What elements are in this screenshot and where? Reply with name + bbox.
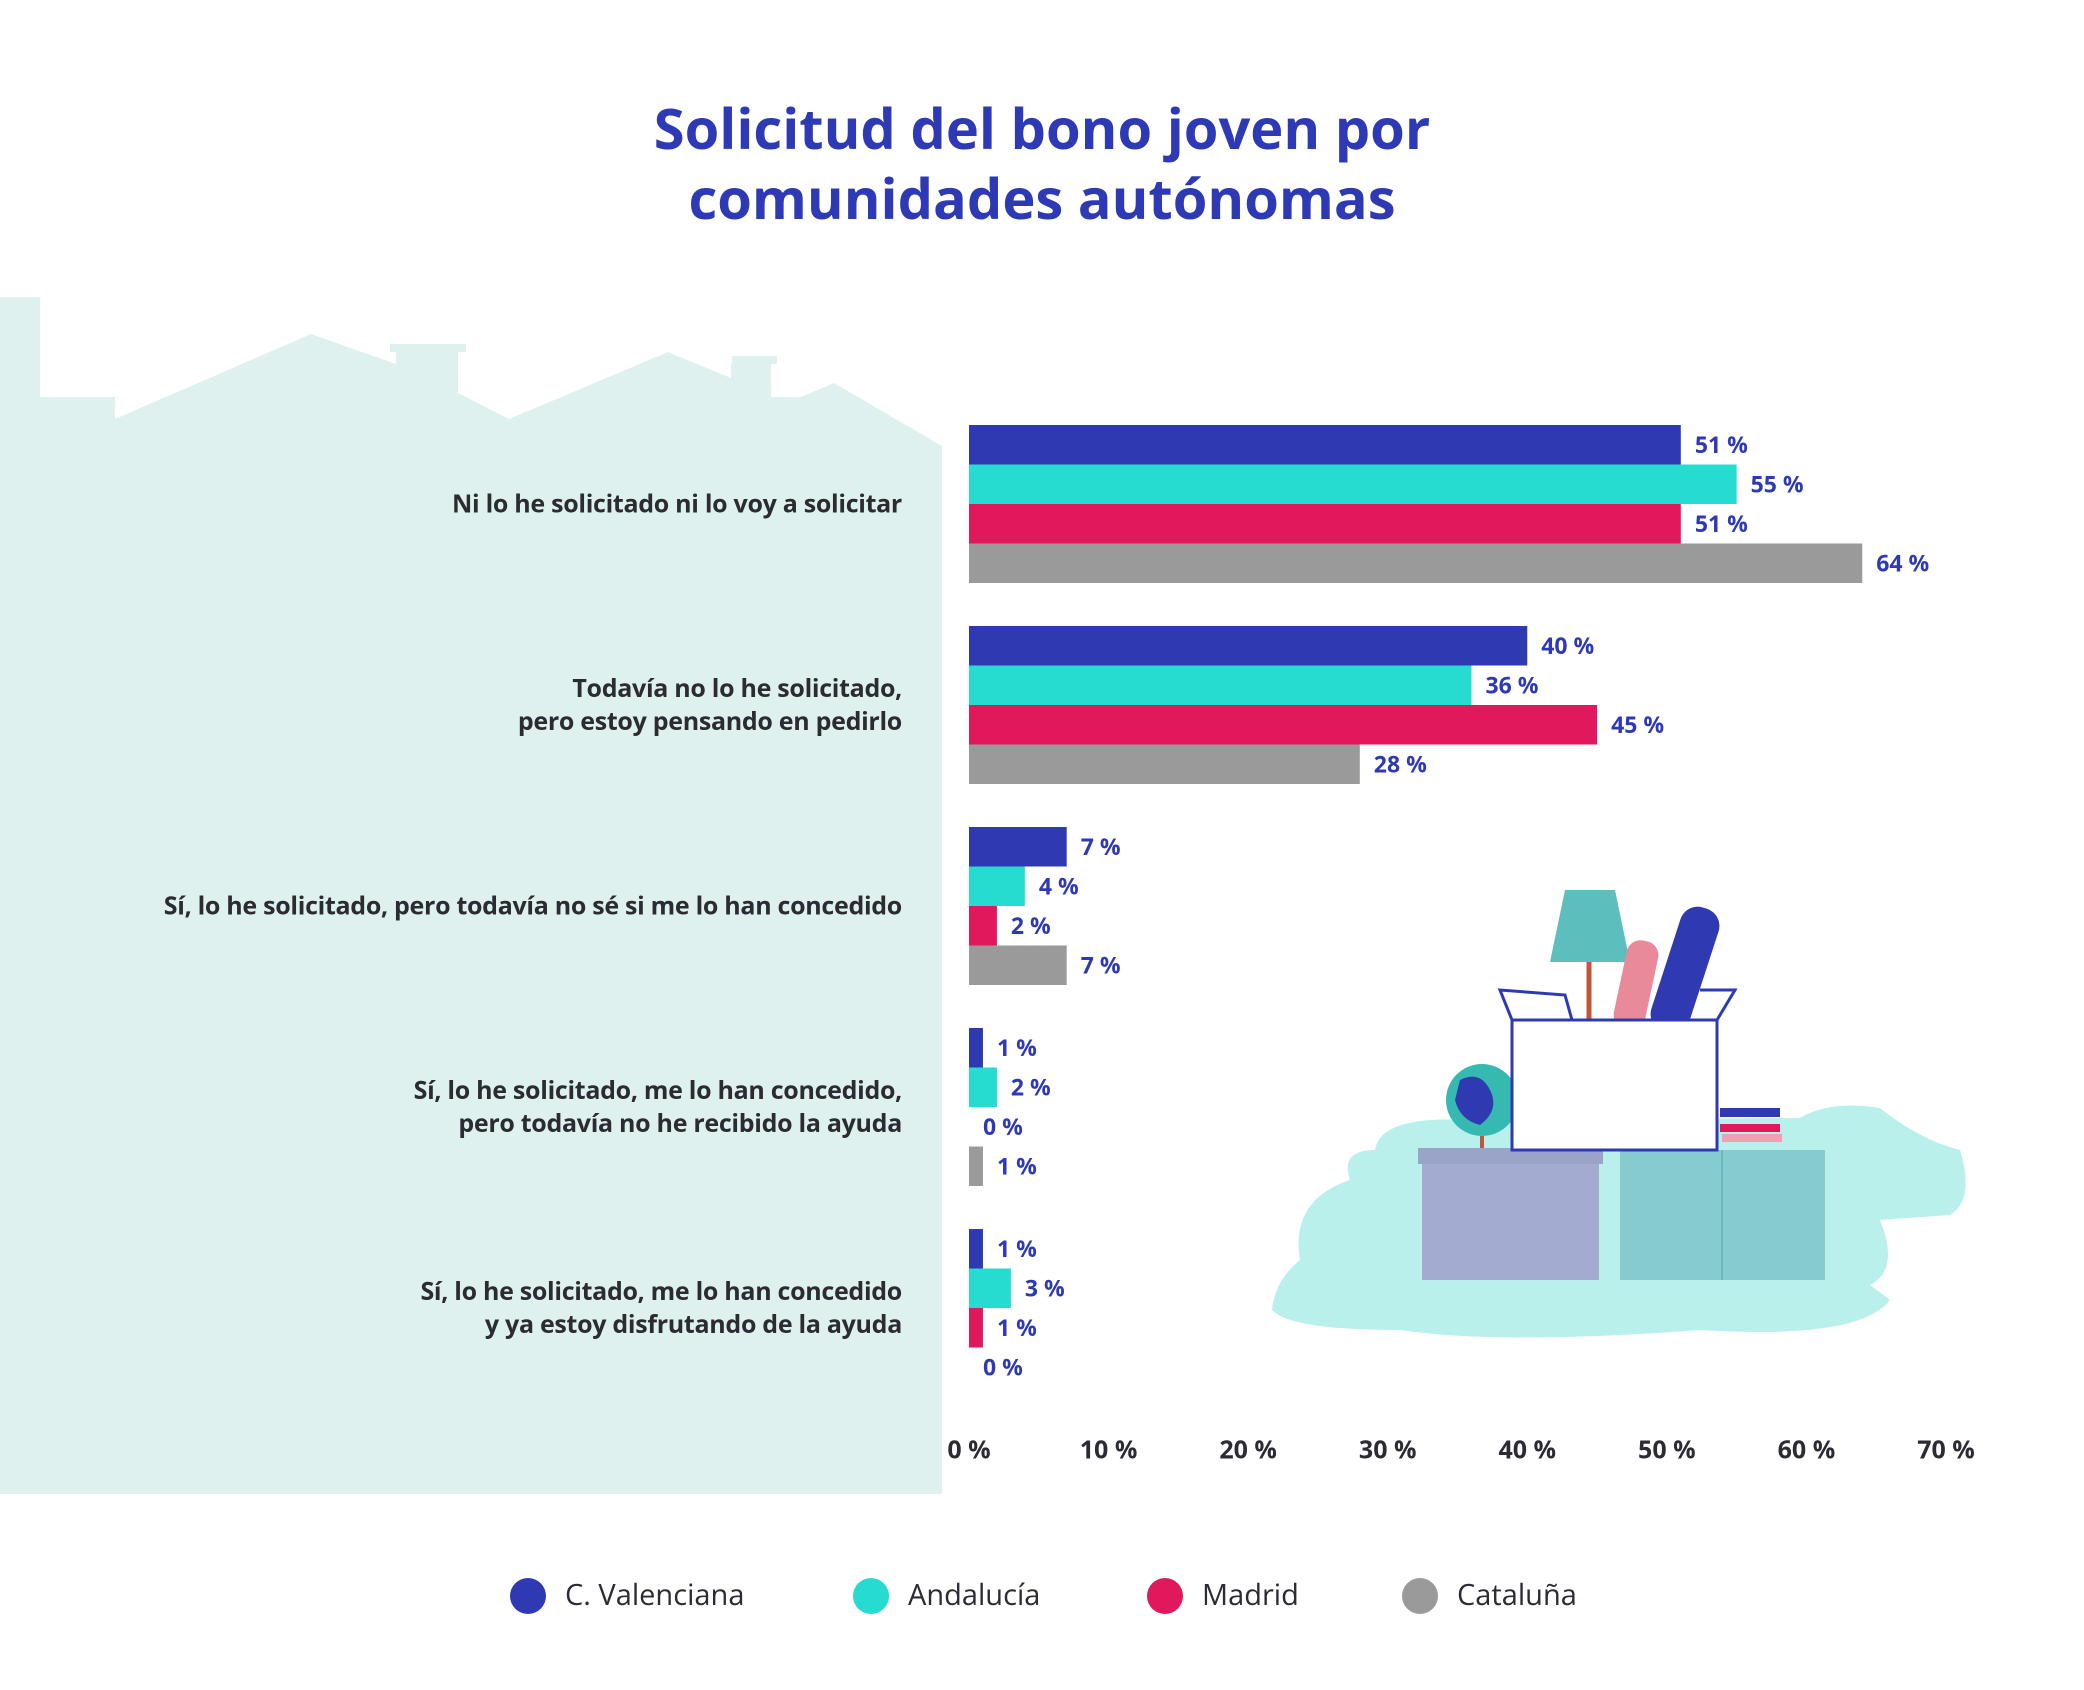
bar bbox=[969, 1308, 983, 1348]
globe-land bbox=[1455, 1076, 1494, 1125]
illustration bbox=[1272, 890, 1966, 1338]
box bbox=[1510, 1018, 1719, 1152]
value-label: 1 % bbox=[997, 1311, 1037, 1343]
category-label: Todavía no lo he solicitado, pero estoy … bbox=[517, 671, 902, 738]
bar bbox=[969, 1229, 983, 1269]
value-label: 4 % bbox=[1039, 869, 1079, 901]
legend-label: C. Valenciana bbox=[565, 1575, 744, 1614]
cabinet bbox=[1422, 1152, 1599, 1280]
chart-title: Solicitud del bono joven por comunidades … bbox=[654, 90, 1431, 236]
category-label: Sí, lo he solicitado, me lo han concedid… bbox=[420, 1274, 902, 1341]
value-label: 64 % bbox=[1876, 546, 1929, 578]
category-label: Ni lo he solicitado ni lo voy a solicita… bbox=[452, 486, 902, 521]
value-label: 7 % bbox=[1081, 948, 1121, 980]
value-label: 2 % bbox=[1011, 1070, 1051, 1102]
bar bbox=[969, 866, 1025, 906]
x-tick-label: 10 % bbox=[1080, 1433, 1138, 1467]
bar bbox=[969, 705, 1598, 745]
legend-label: Andalucía bbox=[908, 1575, 1040, 1614]
legend-marker bbox=[1402, 1578, 1438, 1614]
value-label: 51 % bbox=[1695, 507, 1748, 539]
legend-label: Cataluña bbox=[1457, 1575, 1577, 1614]
bar bbox=[969, 425, 1681, 465]
box-flaps bbox=[1497, 988, 1738, 1021]
x-tick-label: 0 % bbox=[947, 1433, 990, 1467]
value-label: 0 % bbox=[983, 1350, 1023, 1382]
value-label: 1 % bbox=[997, 1149, 1037, 1181]
legend-label: Madrid bbox=[1202, 1575, 1299, 1614]
value-label: 2 % bbox=[1011, 909, 1051, 941]
books bbox=[1720, 1124, 1780, 1132]
category-label: Sí, lo he solicitado, me lo han concedid… bbox=[413, 1073, 903, 1140]
x-tick-label: 50 % bbox=[1638, 1433, 1696, 1467]
books bbox=[1722, 1134, 1782, 1142]
bar bbox=[969, 1028, 983, 1068]
bar bbox=[969, 543, 1863, 583]
value-label: 28 % bbox=[1374, 747, 1427, 779]
value-label: 1 % bbox=[997, 1031, 1037, 1063]
books bbox=[1720, 1108, 1780, 1117]
bar bbox=[969, 665, 1472, 705]
bar bbox=[969, 906, 997, 946]
legend-marker bbox=[510, 1578, 546, 1614]
bar bbox=[969, 626, 1528, 666]
bar bbox=[969, 1067, 997, 1107]
value-label: 45 % bbox=[1611, 708, 1664, 740]
x-tick-label: 40 % bbox=[1498, 1433, 1556, 1467]
value-label: 40 % bbox=[1541, 629, 1594, 661]
value-label: 55 % bbox=[1751, 467, 1804, 499]
legend-marker bbox=[1147, 1578, 1183, 1614]
cabinet-top bbox=[1418, 1148, 1603, 1164]
bar bbox=[969, 1146, 983, 1186]
roll bbox=[1613, 940, 1659, 1030]
value-label: 3 % bbox=[1025, 1271, 1065, 1303]
bar bbox=[969, 1268, 1011, 1308]
bar bbox=[969, 744, 1360, 784]
lamp-shade bbox=[1550, 890, 1630, 962]
x-tick-label: 60 % bbox=[1778, 1433, 1836, 1467]
bar bbox=[969, 464, 1737, 504]
bar bbox=[969, 827, 1067, 867]
x-tick-label: 70 % bbox=[1917, 1433, 1975, 1467]
value-label: 36 % bbox=[1485, 668, 1538, 700]
value-label: 7 % bbox=[1081, 830, 1121, 862]
x-tick-label: 30 % bbox=[1359, 1433, 1417, 1467]
house-silhouette bbox=[0, 297, 942, 1494]
x-tick-label: 20 % bbox=[1219, 1433, 1277, 1467]
category-label: Sí, lo he solicitado, pero todavía no sé… bbox=[163, 888, 903, 923]
value-label: 0 % bbox=[983, 1110, 1023, 1142]
legend-marker bbox=[853, 1578, 889, 1614]
roll bbox=[1650, 906, 1720, 1034]
bar bbox=[969, 945, 1067, 985]
bar bbox=[969, 504, 1681, 544]
value-label: 1 % bbox=[997, 1232, 1037, 1264]
value-label: 51 % bbox=[1695, 428, 1748, 460]
